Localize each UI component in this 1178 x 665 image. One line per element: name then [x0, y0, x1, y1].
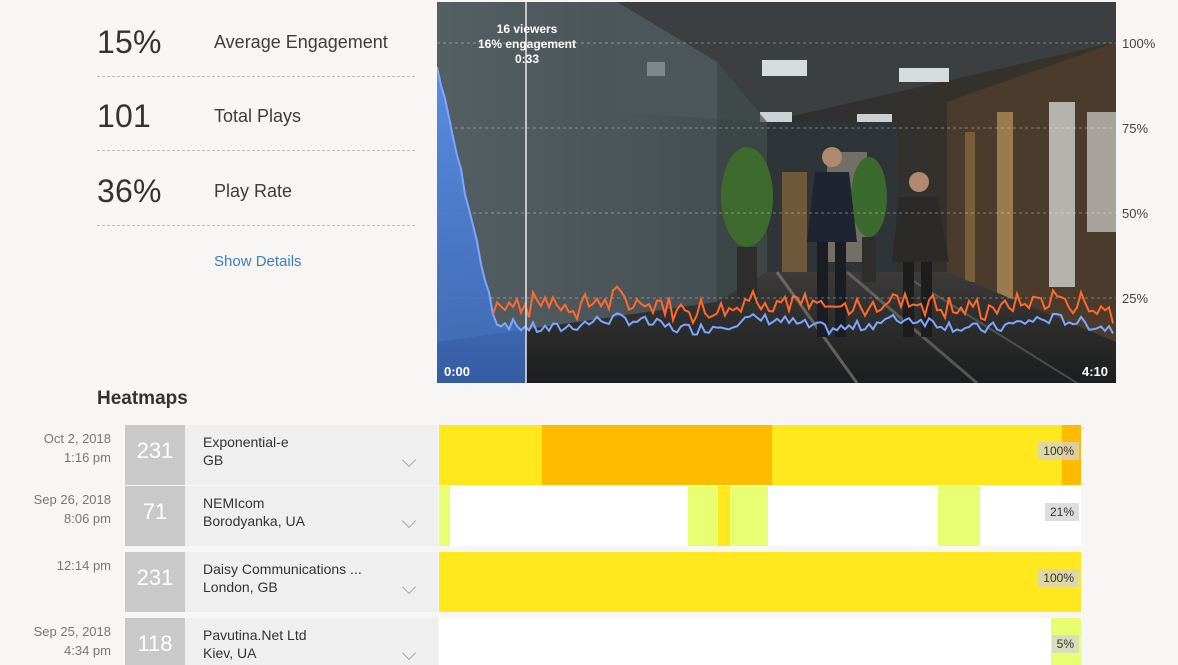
cursor-viewers: 16 viewers [496, 22, 558, 36]
percent-badge: 100% [1038, 442, 1079, 460]
stat-play-rate: 36% Play Rate [97, 151, 415, 226]
viewer-location: Kiev, UA [203, 645, 257, 661]
play-count: 231 [125, 552, 185, 612]
play-count: 231 [125, 425, 185, 485]
stat-total-plays: 101 Total Plays [97, 76, 415, 151]
viewer-location: GB [203, 452, 224, 468]
stat-average-engagement: 15% Average Engagement [97, 2, 415, 77]
heatmap-row[interactable]: Sep 26, 2018 8:06 pm 71 NEMIcom Borodyank… [0, 486, 1178, 546]
stat-value: 101 [97, 98, 151, 134]
play-count: 71 [125, 486, 185, 546]
start-time: 0:00 [444, 364, 471, 379]
percent-badge: 5% [1051, 635, 1079, 653]
viewer-info[interactable]: Exponential-e GB [185, 425, 438, 485]
played-area-fill [437, 66, 526, 383]
stat-label: Total Plays [214, 106, 302, 126]
heatmap-bar: 21% [439, 486, 1081, 546]
viewer-info[interactable]: Pavutina.Net Ltd Kiev, UA [185, 618, 438, 665]
video-frame [437, 2, 1116, 383]
y-label-25: 25% [1122, 291, 1149, 306]
row-date: 12:14 pm [56, 558, 111, 573]
chevron-down-icon[interactable] [401, 645, 417, 661]
stat-value: 36% [97, 173, 162, 209]
end-time: 4:10 [1081, 364, 1108, 379]
cursor-time: 0:33 [514, 52, 540, 66]
row-date: Sep 26, 2018 8:06 pm [33, 492, 111, 526]
viewer-org: Exponential-e [203, 434, 289, 450]
chevron-down-icon[interactable] [401, 452, 417, 468]
heatmap-bar: 100% [439, 425, 1081, 485]
rewatch-line [437, 66, 1114, 337]
heatmap-bar: 100% [439, 552, 1081, 612]
heatmap-row[interactable]: Sep 25, 2018 4:34 pm 118 Pavutina.Net Ltd… [0, 618, 1178, 665]
viewer-org: NEMIcom [203, 495, 265, 511]
cursor-engagement: 16% engagement [477, 37, 577, 51]
percent-badge: 100% [1038, 569, 1079, 587]
chevron-down-icon[interactable] [401, 513, 417, 529]
viewer-info[interactable]: Daisy Communications ... London, GB [185, 552, 438, 612]
stat-label: Average Engagement [214, 32, 388, 52]
engagement-line [492, 285, 1114, 326]
video-engagement-graph[interactable]: 16 viewers 16% engagement 0:33 0:00 4:10 [437, 2, 1116, 383]
row-date: Oct 2, 2018 1:16 pm [43, 431, 111, 465]
heatmaps-title: Heatmaps [97, 388, 188, 409]
stat-value: 15% [97, 24, 162, 60]
heatmap-row[interactable]: 12:14 pm 231 Daisy Communications ... Lo… [0, 552, 1178, 612]
percent-badge: 21% [1044, 503, 1079, 521]
viewer-location: London, GB [203, 579, 278, 595]
chevron-down-icon[interactable] [401, 579, 417, 595]
cursor-tooltip: 16 viewers 16% engagement 0:33 [457, 22, 597, 67]
viewer-location: Borodyanka, UA [203, 513, 305, 529]
y-label-75: 75% [1122, 121, 1149, 136]
heatmap-row[interactable]: Oct 2, 2018 1:16 pm 231 Exponential-e GB … [0, 425, 1178, 485]
y-label-100: 100% [1122, 36, 1156, 51]
play-count: 118 [125, 618, 185, 665]
heatmap-bar: 5% [439, 618, 1081, 665]
show-details-link[interactable]: Show Details [214, 253, 302, 270]
y-label-50: 50% [1122, 206, 1149, 221]
viewer-info[interactable]: NEMIcom Borodyanka, UA [185, 486, 438, 546]
row-date: Sep 25, 2018 4:34 pm [33, 624, 111, 658]
stat-label: Play Rate [214, 181, 293, 201]
viewer-org: Daisy Communications ... [203, 561, 362, 577]
viewer-org: Pavutina.Net Ltd [203, 627, 307, 643]
